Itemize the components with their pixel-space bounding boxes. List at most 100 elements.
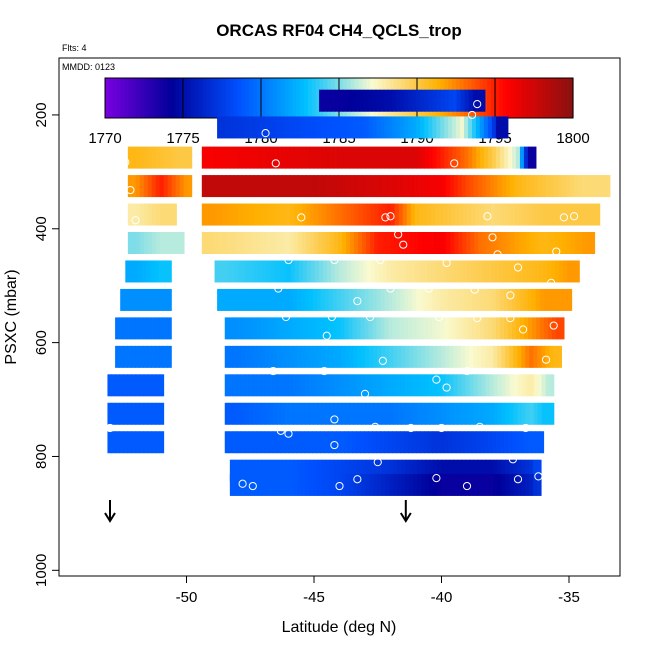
data-cell — [274, 203, 279, 226]
data-cell — [388, 317, 393, 340]
data-cell — [509, 175, 515, 198]
colorbar-swatch — [190, 78, 196, 118]
data-cell — [535, 431, 541, 454]
data-cell — [329, 402, 334, 425]
data-cell — [357, 473, 363, 496]
data-cell — [385, 459, 390, 482]
data-cell — [388, 146, 394, 169]
data-cell — [384, 317, 389, 340]
data-cell — [366, 203, 372, 226]
data-cell — [318, 203, 323, 226]
data-cell — [521, 374, 527, 397]
data-cell — [473, 374, 479, 397]
data-cell — [370, 232, 375, 254]
data-cell — [405, 175, 411, 198]
data-cell — [505, 345, 510, 368]
data-cell — [448, 146, 453, 169]
data-cell — [123, 317, 128, 340]
data-cell — [469, 345, 474, 368]
data-cell — [513, 345, 518, 368]
data-cell — [450, 260, 456, 283]
data-cell — [346, 203, 352, 226]
observation-point — [424, 284, 433, 293]
data-cell — [326, 232, 331, 254]
data-cell — [225, 146, 231, 169]
data-cell — [414, 260, 420, 283]
observation-point — [541, 355, 551, 364]
observation-point — [462, 366, 472, 376]
data-cell — [425, 175, 431, 198]
data-cell — [472, 146, 477, 169]
colorbar-swatch — [557, 78, 562, 118]
observation-point — [570, 212, 579, 221]
data-cell — [285, 175, 291, 198]
data-cell — [361, 374, 366, 397]
data-cell — [232, 374, 238, 397]
data-cell — [533, 175, 539, 198]
data-cell — [151, 374, 157, 397]
data-cell — [557, 345, 562, 368]
data-cell — [535, 288, 541, 311]
data-cell — [562, 232, 568, 254]
data-cell — [464, 89, 470, 112]
data-cell — [525, 374, 531, 397]
data-cell — [241, 175, 247, 198]
data-cell — [396, 146, 402, 169]
data-cell — [304, 431, 310, 454]
data-cell — [133, 260, 139, 283]
data-cell — [524, 473, 530, 496]
data-cell — [240, 431, 246, 454]
data-cell — [260, 288, 266, 311]
data-cell — [324, 431, 329, 454]
data-cell — [375, 89, 381, 112]
data-cell — [288, 345, 294, 368]
data-cell — [270, 203, 275, 226]
data-cell — [471, 203, 476, 226]
data-cell — [225, 203, 231, 226]
observation-point — [284, 255, 293, 265]
data-cell — [419, 431, 425, 454]
data-cell — [382, 203, 388, 226]
data-cell — [305, 473, 311, 496]
data-cell — [155, 288, 161, 311]
data-cell — [395, 89, 401, 112]
data-cell — [269, 232, 275, 254]
data-cell — [388, 431, 393, 454]
data-cell — [340, 431, 345, 454]
data-cell — [483, 288, 489, 311]
data-cell — [458, 232, 463, 254]
data-cell — [421, 473, 426, 496]
data-cell — [332, 288, 338, 311]
data-cell — [559, 317, 565, 340]
data-cell — [289, 232, 295, 254]
data-cell — [301, 146, 306, 169]
data-cell — [410, 232, 415, 254]
colorbar-swatch — [526, 78, 531, 118]
data-cell — [550, 232, 556, 254]
colorbar-swatch — [136, 78, 141, 118]
data-cell — [151, 317, 156, 340]
data-cell — [373, 473, 379, 496]
data-cell — [522, 232, 527, 254]
data-cell — [396, 317, 401, 340]
data-cell — [330, 260, 336, 283]
data-cell — [237, 232, 243, 254]
data-cell — [578, 232, 584, 254]
observation-point — [353, 475, 362, 484]
data-cell — [151, 146, 157, 169]
data-cell — [517, 473, 522, 496]
colorbar-swatch — [514, 78, 519, 118]
data-cell — [144, 203, 149, 226]
data-cell — [406, 203, 412, 226]
data-cell — [264, 374, 270, 397]
data-cell — [420, 317, 425, 340]
data-cell — [335, 89, 340, 112]
data-cell — [445, 175, 451, 198]
data-cell — [304, 317, 310, 340]
data-cell — [324, 317, 330, 340]
data-cell — [229, 175, 235, 198]
observation-point — [281, 312, 291, 322]
data-cell — [325, 146, 330, 169]
data-cell — [245, 175, 251, 198]
data-cell — [248, 116, 254, 139]
